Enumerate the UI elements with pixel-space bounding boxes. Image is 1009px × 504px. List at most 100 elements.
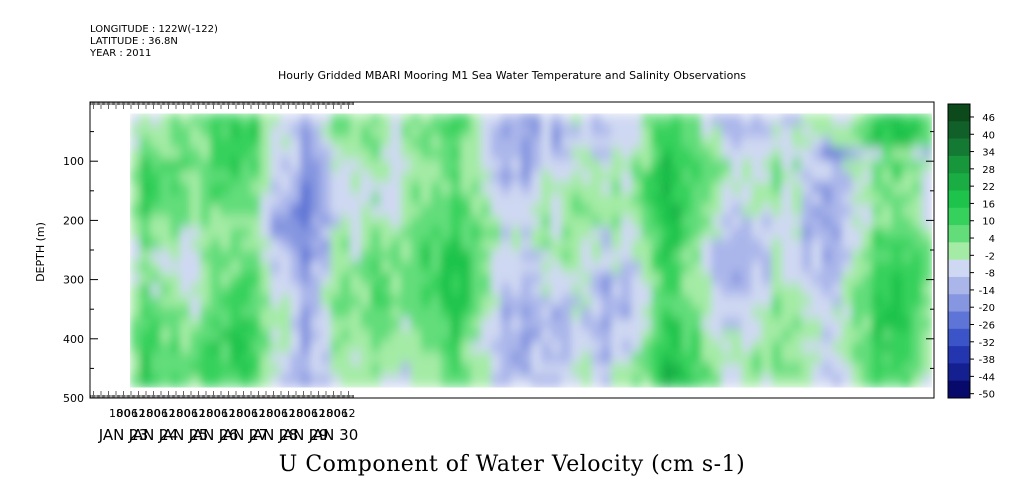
heatmap-cell (370, 374, 382, 388)
heatmap-cell (300, 204, 312, 217)
heatmap-cell (150, 136, 162, 149)
heatmap-cell (731, 352, 743, 365)
heatmap-cell (631, 363, 643, 376)
heatmap-cell (400, 340, 412, 354)
heatmap-cell (821, 216, 833, 229)
heatmap-cell (871, 181, 883, 195)
heatmap-cell (370, 238, 382, 251)
heatmap-cell (200, 238, 212, 251)
heatmap-cell (190, 147, 202, 161)
heatmap-cell (130, 295, 141, 308)
heatmap-cell (791, 238, 803, 251)
x-tick-label: 18 (139, 407, 153, 420)
heatmap-cell (922, 147, 932, 161)
heatmap-cell (691, 193, 703, 206)
heatmap-cell (440, 204, 452, 217)
heatmap-cell (150, 374, 162, 388)
heatmap-cell (711, 193, 723, 206)
heatmap-cell (891, 329, 903, 342)
heatmap-cell (460, 238, 472, 251)
heatmap-cell (250, 250, 262, 263)
heatmap-cell (891, 374, 903, 388)
heatmap-cell (751, 113, 763, 127)
heatmap-cell (912, 329, 923, 342)
heatmap-cell (470, 238, 482, 251)
heatmap-cell (851, 295, 863, 308)
heatmap-cell (871, 374, 883, 388)
colorbar-swatch (948, 311, 970, 330)
heatmap-cell (751, 193, 763, 206)
heatmap-cell (190, 125, 202, 138)
heatmap-cell (871, 261, 883, 274)
heatmap-cell (922, 113, 932, 127)
heatmap-cell (561, 340, 573, 354)
heatmap-cell (771, 306, 783, 319)
heatmap-cell (380, 193, 392, 206)
heatmap-cell (781, 374, 793, 388)
heatmap-cell (160, 181, 172, 195)
heatmap-cell (711, 136, 723, 149)
heatmap-cell (771, 318, 783, 331)
heatmap-cell (140, 250, 151, 263)
heatmap-cell (831, 295, 843, 308)
heatmap-cell (851, 374, 863, 388)
colorbar-swatch (948, 104, 970, 122)
heatmap-cell (460, 261, 472, 274)
heatmap-cell (731, 204, 743, 217)
heatmap-cell (450, 125, 462, 138)
heatmap-cell (460, 295, 472, 308)
heatmap-cell (340, 125, 352, 138)
heatmap-cell (681, 261, 693, 274)
heatmap-cell (651, 329, 663, 342)
heatmap-cell (220, 227, 232, 240)
heatmap-cell (671, 147, 683, 161)
heatmap-cell (821, 363, 833, 376)
heatmap-cell (821, 204, 833, 217)
heatmap-cell (430, 374, 442, 388)
heatmap-cell (190, 193, 202, 206)
heatmap-cell (390, 318, 402, 331)
heatmap-cell (811, 374, 823, 388)
heatmap-cell (270, 181, 282, 195)
heatmap-cell (420, 193, 432, 206)
heatmap-cell (500, 340, 512, 354)
variable-title: U Component of Water Velocity (cm s-1) (278, 452, 746, 477)
heatmap-cell (771, 284, 783, 297)
heatmap-cell (320, 284, 332, 297)
heatmap-cell (641, 340, 653, 354)
heatmap-cell (711, 374, 723, 388)
heatmap-cell (781, 295, 793, 308)
heatmap-cell (480, 204, 492, 217)
heatmap-cell (861, 250, 873, 263)
heatmap-cell (631, 170, 643, 183)
heatmap-cell (871, 238, 883, 251)
heatmap-cell (330, 250, 342, 263)
heatmap-cell (761, 193, 773, 206)
heatmap-cell (871, 250, 883, 263)
heatmap-cell (831, 261, 843, 274)
heatmap-cell (591, 147, 603, 161)
heatmap-cell (581, 250, 593, 263)
heatmap-cell (220, 204, 232, 217)
heatmap-cell (601, 352, 613, 365)
heatmap-cell (130, 136, 141, 149)
heatmap-cell (611, 261, 623, 274)
heatmap-cell (400, 329, 412, 342)
heatmap-cell (230, 147, 242, 161)
heatmap-cell (922, 340, 932, 354)
y-tick-label: 400 (63, 333, 84, 346)
heatmap-cell (180, 125, 192, 138)
heatmap-cell (611, 329, 623, 342)
metadata-block: LONGITUDE : 122W(-122) LATITUDE : 36.8N … (90, 24, 218, 60)
x-tick-label: 12 (342, 407, 356, 420)
heatmap-cell (510, 204, 522, 217)
heatmap-cell (771, 352, 783, 365)
heatmap-cell (220, 250, 232, 263)
heatmap-cell (541, 136, 552, 149)
heatmap-cell (871, 284, 883, 297)
heatmap-cell (821, 284, 833, 297)
heatmap-cell (410, 113, 422, 127)
heatmap-cell (831, 238, 843, 251)
heatmap-cell (781, 238, 793, 251)
heatmap-cell (260, 227, 272, 240)
